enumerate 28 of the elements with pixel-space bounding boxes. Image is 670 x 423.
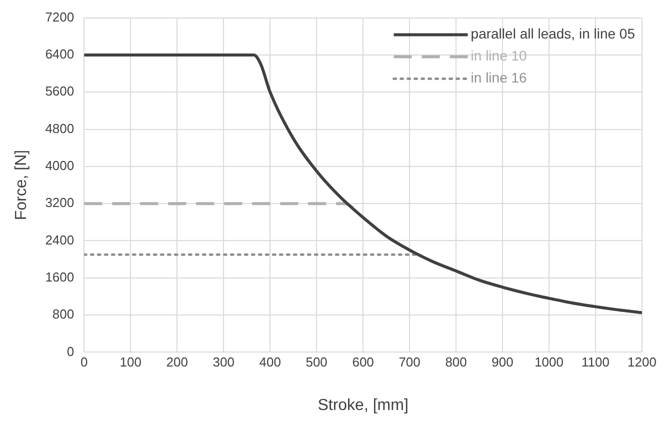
text: in line 16 <box>470 70 528 86</box>
y-tick-label: 0 <box>66 344 74 359</box>
x-tick-label: 0 <box>80 354 88 370</box>
y-tick-label: 3200 <box>45 195 74 210</box>
x-tick-label: 800 <box>445 354 467 370</box>
x-tick-label: 1100 <box>582 354 610 370</box>
text: in line 10 <box>470 48 528 64</box>
y-tick-label: 2400 <box>45 232 74 248</box>
x-tick-label: 100 <box>120 354 142 370</box>
y-tick-label: 6400 <box>45 46 74 62</box>
y-axis-title: Force, [N] <box>13 150 30 220</box>
x-tick-label: 500 <box>306 354 328 370</box>
x-tick-label: 1200 <box>628 354 656 370</box>
y-tick-label: 4000 <box>45 158 74 173</box>
x-tick-label: 700 <box>398 354 420 370</box>
x-tick-label: 200 <box>166 354 188 370</box>
x-tick-label: 400 <box>259 354 281 370</box>
y-tick-label: 800 <box>52 306 74 322</box>
x-tick-label: 1000 <box>534 354 564 370</box>
y-tick-label: 7200 <box>45 9 74 24</box>
x-tick-label: 600 <box>352 354 374 370</box>
x-axis-title: Stroke, [mm] <box>318 396 408 414</box>
x-tick-label: 900 <box>492 354 514 370</box>
y-tick-label: 1600 <box>45 269 74 284</box>
y-tick-label: 4800 <box>45 120 74 136</box>
text: parallel all leads, in line 05 <box>470 26 636 42</box>
y-tick-label: 5600 <box>45 84 74 99</box>
x-tick-label: 300 <box>212 354 234 370</box>
